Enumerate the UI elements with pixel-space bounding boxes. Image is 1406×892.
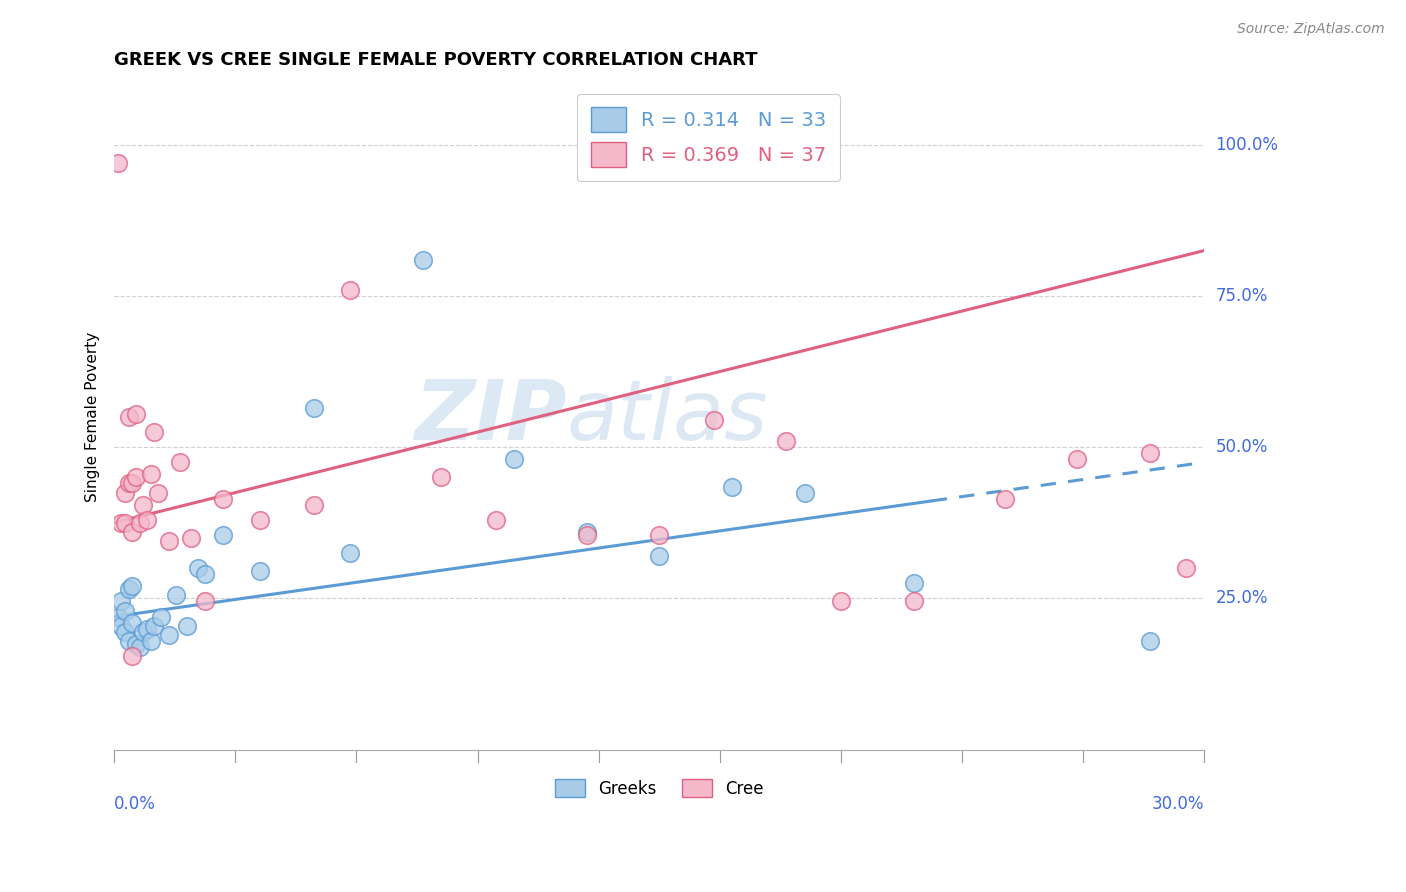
Point — [249, 564, 271, 578]
Point — [114, 603, 136, 617]
Point — [648, 549, 671, 563]
Point — [165, 589, 187, 603]
Text: 75.0%: 75.0% — [1216, 287, 1268, 305]
Point — [132, 624, 155, 639]
Point — [128, 640, 150, 654]
Point — [176, 618, 198, 632]
Legend: Greeks, Cree: Greeks, Cree — [548, 772, 770, 805]
Point — [339, 283, 361, 297]
Point — [187, 561, 209, 575]
Point — [212, 528, 235, 542]
Point — [110, 618, 132, 632]
Point — [903, 576, 925, 591]
Point — [139, 467, 162, 482]
Point — [121, 579, 143, 593]
Point — [179, 531, 201, 545]
Point — [793, 485, 815, 500]
Point — [110, 594, 132, 608]
Point — [125, 637, 148, 651]
Point — [143, 618, 166, 632]
Point — [128, 516, 150, 530]
Point — [114, 516, 136, 530]
Point — [121, 524, 143, 539]
Point — [121, 648, 143, 663]
Point — [485, 513, 508, 527]
Point — [135, 513, 157, 527]
Point — [157, 628, 180, 642]
Point — [157, 533, 180, 548]
Text: 30.0%: 30.0% — [1152, 795, 1205, 814]
Text: 50.0%: 50.0% — [1216, 438, 1268, 456]
Point — [118, 633, 141, 648]
Point — [132, 498, 155, 512]
Point — [118, 476, 141, 491]
Point — [118, 409, 141, 424]
Text: Source: ZipAtlas.com: Source: ZipAtlas.com — [1237, 22, 1385, 37]
Point — [121, 615, 143, 630]
Point — [703, 413, 725, 427]
Point — [146, 485, 169, 500]
Point — [139, 633, 162, 648]
Point — [143, 425, 166, 439]
Point — [212, 491, 235, 506]
Point — [412, 252, 434, 267]
Point — [169, 455, 191, 469]
Point — [1139, 446, 1161, 460]
Point — [114, 485, 136, 500]
Point — [503, 452, 526, 467]
Point — [302, 401, 325, 415]
Point — [118, 582, 141, 597]
Point — [125, 407, 148, 421]
Point — [1139, 633, 1161, 648]
Point — [114, 624, 136, 639]
Point — [721, 479, 744, 493]
Point — [1066, 452, 1088, 467]
Point — [903, 594, 925, 608]
Text: atlas: atlas — [567, 376, 768, 458]
Point — [135, 622, 157, 636]
Point — [339, 546, 361, 560]
Point — [302, 498, 325, 512]
Text: ZIP: ZIP — [413, 376, 567, 458]
Y-axis label: Single Female Poverty: Single Female Poverty — [86, 332, 100, 502]
Point — [648, 528, 671, 542]
Point — [993, 491, 1015, 506]
Point — [830, 594, 852, 608]
Point — [107, 609, 129, 624]
Point — [1175, 561, 1198, 575]
Text: 100.0%: 100.0% — [1216, 136, 1278, 153]
Text: GREEK VS CREE SINGLE FEMALE POVERTY CORRELATION CHART: GREEK VS CREE SINGLE FEMALE POVERTY CORR… — [114, 51, 758, 69]
Text: 25.0%: 25.0% — [1216, 590, 1268, 607]
Point — [575, 524, 598, 539]
Point — [110, 516, 132, 530]
Point — [194, 594, 217, 608]
Point — [430, 470, 453, 484]
Point — [194, 567, 217, 582]
Point — [150, 609, 173, 624]
Text: 0.0%: 0.0% — [114, 795, 156, 814]
Point — [575, 528, 598, 542]
Point — [125, 470, 148, 484]
Point — [121, 476, 143, 491]
Point — [775, 434, 797, 449]
Point — [249, 513, 271, 527]
Point — [107, 155, 129, 169]
